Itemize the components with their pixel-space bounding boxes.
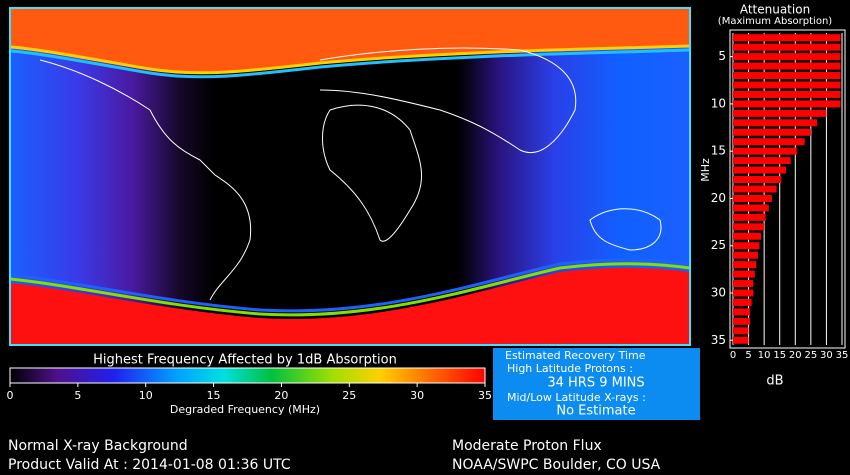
south-band	[9, 258, 691, 313]
bar	[733, 90, 841, 98]
bar	[733, 270, 755, 278]
bar	[733, 308, 751, 316]
y-tick-label: 20	[711, 191, 726, 205]
bar	[733, 223, 765, 231]
bar	[733, 119, 818, 127]
footer: Normal X-ray Background Product Valid At…	[8, 438, 661, 473]
bar	[733, 166, 786, 174]
south-cap	[10, 267, 690, 345]
colorbar-tick-label: 5	[74, 389, 81, 402]
bar	[733, 62, 841, 70]
y-tick-label: 30	[711, 286, 726, 300]
bar	[733, 289, 754, 297]
map-frame	[9, 7, 691, 346]
y-tick-label: 25	[711, 238, 726, 252]
plot-frame	[729, 29, 846, 349]
bar	[733, 43, 841, 51]
attenuation-chart: Attenuation (Maximum Absorption) MHz dB …	[699, 3, 848, 389]
bar	[733, 138, 805, 146]
y-tick-label: 15	[711, 144, 726, 158]
bar	[733, 147, 797, 155]
north-band	[9, 44, 691, 75]
bar	[733, 327, 749, 335]
bar	[733, 242, 760, 250]
footer-text: Moderate Proton Flux	[452, 438, 602, 454]
y-tick-label: 5	[718, 49, 726, 63]
colorbar-tick-label: 0	[7, 389, 14, 402]
colorbar-tick-label: 20	[274, 389, 288, 402]
chart-title: Attenuation	[740, 3, 810, 17]
bar	[733, 213, 766, 221]
x-tick-label: 35	[836, 350, 849, 361]
colorbar-title: Highest Frequency Affected by 1dB Absorp…	[93, 353, 397, 368]
x-axis-label: dB	[766, 374, 783, 389]
bar	[733, 53, 841, 61]
map	[9, 7, 691, 346]
bar	[733, 100, 841, 108]
bar	[733, 34, 841, 42]
bar	[733, 204, 769, 212]
recovery-value: No Estimate	[556, 404, 635, 419]
bar	[733, 298, 752, 306]
footer-text: Normal X-ray Background	[8, 438, 188, 454]
colorbar-tick-label: 30	[410, 389, 424, 402]
bar	[733, 176, 782, 184]
y-tick-label: 10	[711, 96, 726, 110]
colorbar-tick-label: 10	[139, 389, 153, 402]
recovery-label: High Latitude Protons :	[507, 362, 633, 375]
bar	[733, 251, 758, 259]
chart-subtitle: (Maximum Absorption)	[718, 16, 832, 27]
footer-text: Product Valid At : 2014-01-08 01:36 UTC	[8, 457, 291, 473]
x-tick-label: 10	[758, 350, 771, 361]
colorbar-label: Degraded Frequency (MHz)	[170, 403, 320, 416]
x-tick-label: 25	[804, 350, 817, 361]
y-axis-label: MHz	[699, 158, 712, 182]
recovery-title: Estimated Recovery Time	[505, 349, 646, 362]
bar	[733, 232, 762, 240]
bar	[733, 81, 841, 89]
recovery-background	[493, 348, 700, 420]
coastlines	[39, 47, 662, 301]
footer-text: NOAA/SWPC Boulder, CO USA	[452, 457, 661, 473]
bar	[733, 280, 754, 288]
bar	[733, 72, 841, 80]
x-tick-label: 15	[773, 350, 786, 361]
x-tick-label: 0	[730, 350, 736, 361]
colorbar-tick-label: 25	[342, 389, 356, 402]
x-tick-label: 30	[820, 350, 833, 361]
bar	[733, 261, 757, 269]
x-tick-label: 5	[745, 350, 751, 361]
colorbar: Highest Frequency Affected by 1dB Absorp…	[7, 353, 493, 417]
recovery-value: 34 HRS 9 MINS	[547, 376, 644, 391]
bar	[733, 336, 749, 344]
bar	[733, 128, 811, 136]
colorbar-tick-label: 35	[478, 389, 492, 402]
bar	[733, 109, 827, 117]
north-band	[9, 48, 691, 79]
bar	[733, 194, 772, 202]
bar	[733, 157, 791, 165]
x-tick-label: 20	[789, 350, 802, 361]
recovery-label: Mid/Low Latitude X-rays :	[507, 391, 646, 404]
bar	[733, 185, 777, 193]
colorbar-tick-label: 15	[207, 389, 221, 402]
y-tick-label: 35	[711, 333, 726, 347]
recovery-panel: Estimated Recovery Time High Latitude Pr…	[493, 348, 700, 420]
north-cap	[10, 8, 690, 72]
south-band	[9, 262, 691, 317]
colorbar-scale	[9, 367, 486, 384]
bar	[733, 317, 751, 325]
